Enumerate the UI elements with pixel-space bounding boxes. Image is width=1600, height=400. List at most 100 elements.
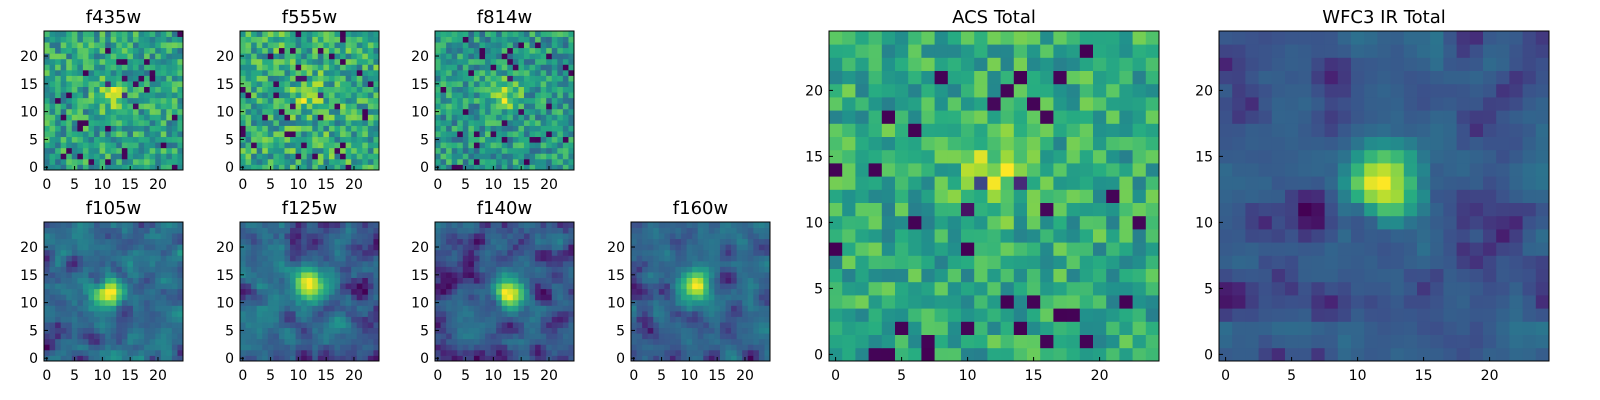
heatmap-cell — [149, 255, 156, 262]
heatmap-cell — [273, 333, 280, 340]
heatmap-cell — [127, 294, 134, 301]
heatmap-cell — [367, 97, 374, 104]
heatmap-cell — [251, 36, 258, 43]
heatmap-cell — [295, 125, 302, 132]
heatmap-cell — [1093, 334, 1107, 349]
heatmap-cell — [284, 244, 291, 251]
heatmap-cell — [501, 238, 508, 245]
heatmap-cell — [457, 233, 464, 240]
heatmap-cell — [868, 176, 883, 190]
heatmap-cell — [317, 92, 324, 99]
heatmap-cell — [256, 338, 263, 345]
heatmap-cell — [132, 153, 139, 160]
heatmap-cell — [284, 299, 291, 306]
heatmap-cell — [256, 283, 263, 290]
heatmap-cell — [1093, 255, 1107, 269]
heatmap-cell — [77, 158, 84, 165]
heatmap-cell — [177, 349, 184, 356]
heatmap-cell — [362, 47, 369, 54]
heatmap-cell — [351, 233, 358, 240]
heatmap-cell — [110, 142, 117, 149]
heatmap-cell — [301, 42, 308, 49]
heatmap-cell — [55, 238, 62, 245]
heatmap-cell — [507, 333, 514, 340]
heatmap-cell — [245, 272, 252, 278]
heatmap-cell — [356, 349, 363, 356]
heatmap-cell — [529, 244, 536, 251]
heatmap-cell — [518, 277, 525, 284]
heatmap-cell — [947, 334, 962, 349]
heatmap-cell — [340, 233, 347, 240]
heatmap-cell — [681, 277, 687, 284]
heatmap-cell — [290, 272, 296, 278]
heatmap-cell — [160, 238, 167, 245]
heatmap-cell — [681, 288, 687, 295]
heatmap-cell — [479, 142, 486, 149]
heatmap-cell — [435, 277, 441, 284]
heatmap-cell — [66, 283, 73, 290]
heatmap-cell — [351, 58, 358, 65]
heatmap-cell — [529, 255, 536, 262]
heatmap-cell — [312, 147, 319, 154]
heatmap-cell — [127, 233, 134, 240]
heatmap-cell — [947, 321, 962, 335]
heatmap-cell — [105, 125, 112, 132]
heatmap-cell — [60, 238, 67, 245]
heatmap-cell — [562, 349, 569, 356]
heatmap-cell — [160, 338, 167, 345]
heatmap-cell — [373, 333, 380, 340]
heatmap-cell — [518, 92, 525, 99]
heatmap-cell — [60, 355, 67, 362]
heatmap-cell — [245, 233, 252, 240]
heatmap-cell — [110, 222, 117, 228]
heatmap-cell — [71, 92, 78, 99]
heatmap-cell — [345, 125, 352, 132]
heatmap-cell — [440, 108, 447, 115]
heatmap-cell — [251, 294, 258, 301]
heatmap-cell — [267, 222, 274, 228]
heatmap-cell — [1066, 215, 1081, 230]
heatmap-cell — [60, 142, 67, 149]
heatmap-cell — [317, 103, 324, 110]
heatmap-cell — [529, 164, 536, 171]
heatmap-cell — [284, 147, 291, 154]
heatmap-cell — [479, 244, 486, 251]
heatmap-cell — [842, 255, 856, 269]
heatmap-cell — [1132, 149, 1147, 164]
heatmap-cell — [121, 142, 128, 149]
heatmap-cell — [473, 47, 480, 54]
heatmap-cell — [262, 255, 269, 262]
heatmap-cell — [435, 75, 441, 82]
heatmap-cell — [362, 108, 369, 115]
heatmap-cell — [557, 294, 564, 301]
heatmap-cell — [312, 344, 319, 351]
heatmap-cell — [631, 255, 637, 262]
heatmap-cell — [121, 81, 128, 87]
heatmap-cell — [753, 244, 760, 251]
heatmap-cell — [273, 53, 280, 60]
heatmap-cell — [529, 322, 536, 329]
heatmap-cell — [373, 299, 380, 306]
heatmap-cell — [160, 81, 167, 87]
heatmap-cell — [468, 233, 475, 240]
heatmap-cell — [961, 189, 975, 203]
heatmap-cell — [446, 277, 453, 284]
heatmap-cell — [155, 299, 162, 306]
heatmap-cell — [512, 255, 519, 262]
heatmap-cell — [714, 310, 721, 317]
heatmap-cell — [60, 255, 67, 262]
heatmap-cell — [144, 64, 151, 71]
heatmap-cell — [55, 277, 62, 284]
heatmap-cell — [675, 277, 682, 284]
heatmap-cell — [240, 344, 246, 351]
heatmap-cell — [535, 31, 542, 37]
heatmap-cell — [562, 147, 569, 154]
heatmap-cell — [306, 136, 313, 143]
heatmap-cell — [703, 305, 710, 312]
heatmap-cell — [66, 125, 73, 132]
heatmap-cell — [351, 310, 358, 317]
heatmap-cell — [345, 147, 352, 154]
heatmap-cell — [273, 164, 280, 171]
heatmap-cell — [868, 308, 883, 322]
heatmap-cell — [540, 108, 547, 115]
